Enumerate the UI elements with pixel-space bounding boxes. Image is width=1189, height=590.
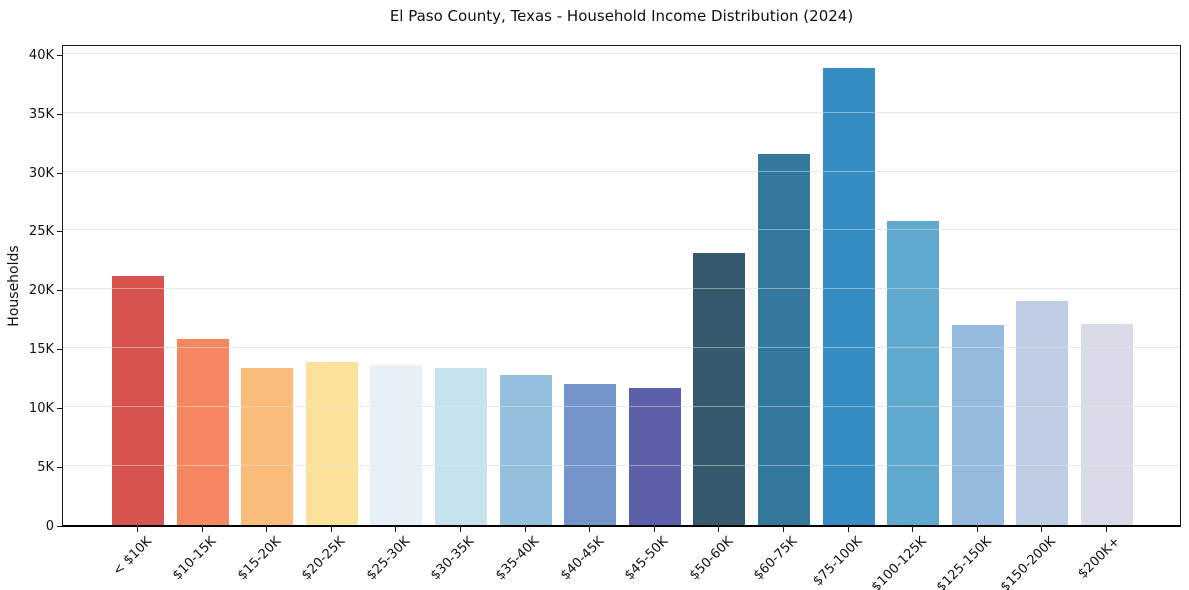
bar <box>822 67 875 525</box>
plot-area <box>62 45 1181 527</box>
bar <box>628 388 681 525</box>
y-tick-mark <box>57 467 62 469</box>
x-tick-label-text: $15-20K <box>234 534 284 584</box>
y-tick-label: 10K <box>28 401 54 417</box>
y-tick-label: 15K <box>28 342 54 358</box>
y-tick-mark <box>57 113 62 115</box>
bar <box>564 383 617 525</box>
bar <box>370 364 423 525</box>
x-tick-mark <box>1041 527 1043 532</box>
bar <box>305 362 358 525</box>
gridline <box>63 229 1180 231</box>
x-tick-label-text: $20-25K <box>299 534 349 584</box>
x-tick-label-text: $40-45K <box>557 534 607 584</box>
x-tick-label-text: $35-40K <box>493 534 543 584</box>
x-tick-mark <box>460 527 461 532</box>
y-tick-label: 35K <box>28 106 54 122</box>
x-tick-mark <box>847 527 849 532</box>
x-tick-label-text: $150-200K <box>998 534 1059 590</box>
bar <box>435 368 487 525</box>
x-tick-label-text: $75-100K <box>810 534 866 590</box>
bar <box>693 252 746 525</box>
gridline <box>63 111 1180 113</box>
y-tick-mark <box>57 408 62 410</box>
gridline <box>63 347 1180 349</box>
chart-title: El Paso County, Texas - Household Income… <box>389 7 854 25</box>
y-tick-mark <box>57 349 62 351</box>
x-tick-mark <box>653 527 655 532</box>
x-tick-label-text: $10-15K <box>170 534 220 584</box>
bar <box>1081 323 1133 525</box>
x-tick-label-text: $30-35K <box>428 534 478 584</box>
x-tick-label-text: $45-50K <box>622 534 672 584</box>
y-tick-mark <box>57 231 62 233</box>
gridline <box>63 406 1180 408</box>
bar <box>112 276 164 525</box>
x-tick-label-text: $125-150K <box>933 534 995 590</box>
x-tick-label-text: $60-75K <box>751 534 801 584</box>
bar <box>176 338 229 525</box>
x-tick-label-text: $200K+ <box>1075 534 1124 582</box>
x-tick-mark <box>718 527 720 532</box>
x-tick-mark <box>589 527 591 532</box>
y-tick-label: 5K <box>37 460 54 476</box>
x-tick-mark <box>976 527 978 532</box>
x-tick-mark <box>395 527 397 532</box>
y-tick-label: 20K <box>28 283 54 299</box>
y-tick-mark <box>57 172 62 174</box>
gridline <box>63 111 1180 113</box>
gridline <box>63 229 1180 231</box>
y-tick-label: 30K <box>28 165 54 181</box>
y-tick-mark <box>57 526 62 527</box>
y-tick-label: 25K <box>28 224 54 240</box>
x-tick-mark <box>266 527 268 532</box>
gridline <box>63 288 1180 290</box>
x-tick-label-text: $100-125K <box>868 534 930 590</box>
bar <box>758 153 810 525</box>
x-tick-label-text: $50-60K <box>686 534 736 584</box>
bar <box>1016 301 1069 525</box>
x-tick-mark <box>330 527 332 532</box>
bar <box>241 368 294 525</box>
bar <box>951 324 1004 525</box>
gridline <box>63 288 1180 290</box>
bar <box>499 375 552 525</box>
x-tick-mark <box>201 527 203 532</box>
y-tick-label: 0 <box>45 519 54 534</box>
x-tick-mark <box>1106 527 1107 532</box>
y-tick-mark <box>57 54 62 56</box>
x-tick-mark <box>912 527 914 532</box>
gridline <box>63 170 1180 172</box>
y-tick-mark <box>57 290 62 292</box>
x-tick-mark <box>137 527 138 532</box>
gridline <box>63 347 1180 349</box>
gridline <box>63 52 1180 54</box>
gridline <box>63 52 1180 54</box>
y-tick-label: 40K <box>28 47 54 63</box>
gridline <box>63 465 1180 467</box>
x-tick-mark <box>783 527 784 532</box>
x-tick-label-text: < $10K <box>109 534 155 579</box>
x-tick-mark <box>524 527 526 532</box>
x-tick-label-text: $25-30K <box>363 534 413 584</box>
gridline <box>63 465 1180 467</box>
gridline <box>63 406 1180 408</box>
bar <box>887 221 940 525</box>
gridline <box>63 170 1180 172</box>
